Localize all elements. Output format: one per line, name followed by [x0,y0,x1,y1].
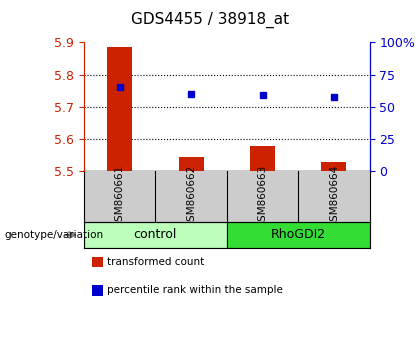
Bar [84,222,227,248]
Text: genotype/variation: genotype/variation [4,230,103,240]
Bar [321,162,346,171]
Bar [178,157,204,171]
Text: GSM860664: GSM860664 [329,165,339,228]
Text: GDS4455 / 38918_at: GDS4455 / 38918_at [131,12,289,28]
Bar [250,146,275,171]
Text: control: control [134,228,177,241]
Bar [227,222,370,248]
Text: transformed count: transformed count [107,257,205,267]
Text: percentile rank within the sample: percentile rank within the sample [107,285,283,295]
Text: GSM860662: GSM860662 [186,165,196,228]
Text: GSM860663: GSM860663 [257,165,268,228]
Bar [107,47,132,171]
Text: GSM860661: GSM860661 [115,165,125,228]
Text: RhoGDI2: RhoGDI2 [270,228,326,241]
